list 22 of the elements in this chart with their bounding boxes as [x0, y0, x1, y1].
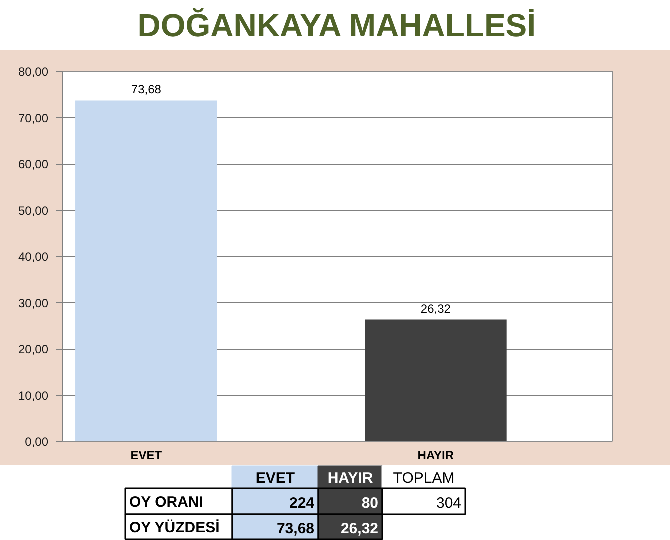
- chart-title: DOĞANKAYA MAHALLESİ: [138, 8, 536, 44]
- text: TOPLAM: [393, 470, 455, 487]
- text: OY YÜZDESİ: [130, 520, 220, 536]
- text: 26,32: [340, 520, 379, 538]
- y-tick-label: 80,00: [18, 65, 49, 79]
- text: OY ORANI: [130, 494, 204, 511]
- text: 304: [436, 495, 462, 512]
- y-tick-label: 10,00: [18, 388, 49, 403]
- text: 224: [289, 495, 316, 512]
- y-tick-label: 50,00: [18, 204, 49, 218]
- text: EVET: [256, 470, 296, 487]
- y-tick-label: 30,00: [18, 296, 49, 310]
- y-tick-label: 60,00: [18, 158, 49, 172]
- y-tick-label: 70,00: [18, 111, 49, 126]
- data-label: 26,32: [420, 302, 452, 316]
- y-tick-label: 40,00: [18, 250, 49, 264]
- text: HAYIR: [328, 470, 374, 487]
- data-label: 73,68: [131, 82, 162, 97]
- text: 73,68: [276, 520, 315, 538]
- text: 80: [362, 495, 379, 512]
- y-tick-label: 20,00: [18, 342, 49, 356]
- y-tick-label: 0,00: [25, 435, 49, 449]
